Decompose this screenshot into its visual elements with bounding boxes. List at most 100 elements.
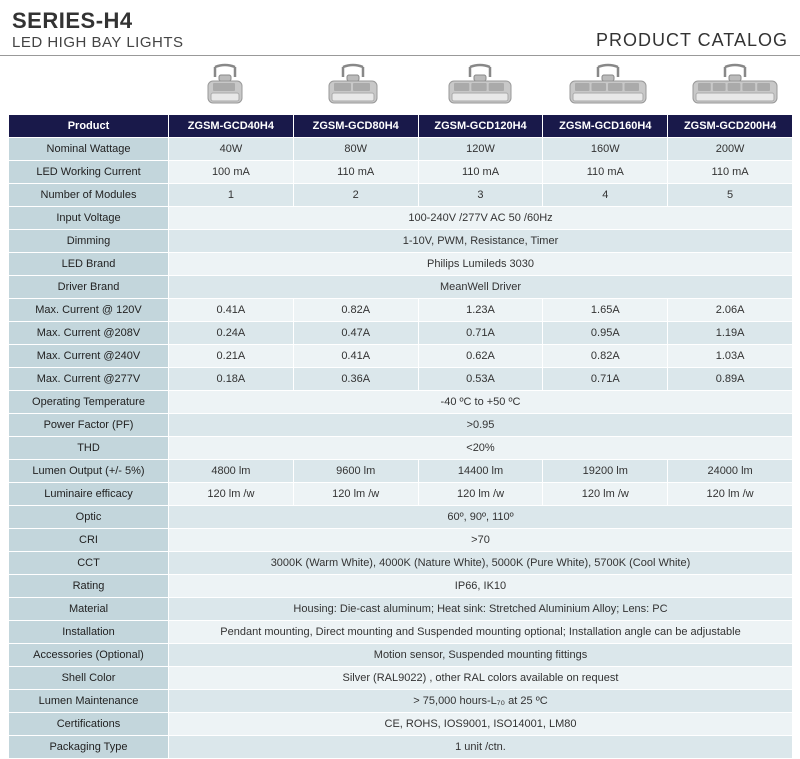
row-label: Optic <box>9 506 169 529</box>
product-image <box>425 62 535 110</box>
cell-value: 2 <box>293 184 418 207</box>
cell-value: 120 lm /w <box>543 483 668 506</box>
row-label: Packaging Type <box>9 736 169 759</box>
row-label: Dimming <box>9 230 169 253</box>
row-label: Max. Current @208V <box>9 322 169 345</box>
cell-value: 0.82A <box>293 299 418 322</box>
spec-table: ProductZGSM-GCD40H4ZGSM-GCD80H4ZGSM-GCD1… <box>8 114 793 759</box>
table-row: LED Working Current100 mA110 mA110 mA110… <box>9 161 793 184</box>
row-span-value: Silver (RAL9022) , other RAL colors avai… <box>169 667 793 690</box>
table-row: LED BrandPhilips Lumileds 3030 <box>9 253 793 276</box>
product-image <box>170 62 280 110</box>
row-label: LED Brand <box>9 253 169 276</box>
page-header: SERIES-H4 LED HIGH BAY LIGHTS PRODUCT CA… <box>0 0 800 56</box>
cell-value: 0.21A <box>169 345 294 368</box>
col-header-model: ZGSM-GCD80H4 <box>293 115 418 138</box>
row-label: Input Voltage <box>9 207 169 230</box>
table-row: Packaging Type1 unit /ctn. <box>9 736 793 759</box>
cell-value: 19200 lm <box>543 460 668 483</box>
cell-value: 0.41A <box>293 345 418 368</box>
product-image <box>553 62 663 110</box>
row-span-value: 60º, 90º, 110º <box>169 506 793 529</box>
table-row: Operating Temperature-40 ºC to +50 ºC <box>9 391 793 414</box>
cell-value: 120 lm /w <box>668 483 793 506</box>
cell-value: 110 mA <box>418 161 543 184</box>
table-row: Driver BrandMeanWell Driver <box>9 276 793 299</box>
cell-value: 1.65A <box>543 299 668 322</box>
col-header-model: ZGSM-GCD200H4 <box>668 115 793 138</box>
row-label: Material <box>9 598 169 621</box>
row-label: Max. Current @240V <box>9 345 169 368</box>
cell-value: 0.47A <box>293 322 418 345</box>
cell-value: 24000 lm <box>668 460 793 483</box>
cell-value: 0.18A <box>169 368 294 391</box>
row-label: Nominal Wattage <box>9 138 169 161</box>
cell-value: 0.36A <box>293 368 418 391</box>
table-row: Max. Current @277V0.18A0.36A0.53A0.71A0.… <box>9 368 793 391</box>
cell-value: 1 <box>169 184 294 207</box>
cell-value: 0.53A <box>418 368 543 391</box>
row-span-value: <20% <box>169 437 793 460</box>
row-label: Lumen Maintenance <box>9 690 169 713</box>
table-row: Input Voltage100-240V /277V AC 50 /60Hz <box>9 207 793 230</box>
cell-value: 1.03A <box>668 345 793 368</box>
table-row: Power Factor (PF)>0.95 <box>9 414 793 437</box>
row-span-value: >70 <box>169 529 793 552</box>
row-label: LED Working Current <box>9 161 169 184</box>
row-span-value: MeanWell Driver <box>169 276 793 299</box>
table-row: Shell ColorSilver (RAL9022) , other RAL … <box>9 667 793 690</box>
cell-value: 4800 lm <box>169 460 294 483</box>
cell-value: 1.23A <box>418 299 543 322</box>
row-span-value: 3000K (Warm White), 4000K (Nature White)… <box>169 552 793 575</box>
series-title: SERIES-H4 <box>12 8 184 34</box>
row-span-value: IP66, IK10 <box>169 575 793 598</box>
header-left: SERIES-H4 LED HIGH BAY LIGHTS <box>12 8 184 51</box>
row-label: Shell Color <box>9 667 169 690</box>
table-row: Lumen Maintenance> 75,000 hours-L₇₀ at 2… <box>9 690 793 713</box>
col-header-model: ZGSM-GCD120H4 <box>418 115 543 138</box>
row-span-value: Motion sensor, Suspended mounting fittin… <box>169 644 793 667</box>
table-row: MaterialHousing: Die-cast aluminum; Heat… <box>9 598 793 621</box>
row-label: Certifications <box>9 713 169 736</box>
row-span-value: -40 ºC to +50 ºC <box>169 391 793 414</box>
cell-value: 120W <box>418 138 543 161</box>
cell-value: 0.41A <box>169 299 294 322</box>
row-label: Driver Brand <box>9 276 169 299</box>
cell-value: 4 <box>543 184 668 207</box>
table-row: CCT3000K (Warm White), 4000K (Nature Whi… <box>9 552 793 575</box>
cell-value: 120 lm /w <box>169 483 294 506</box>
table-row: Max. Current @240V0.21A0.41A0.62A0.82A1.… <box>9 345 793 368</box>
table-row: CertificationsCE, ROHS, IOS9001, ISO1400… <box>9 713 793 736</box>
cell-value: 120 lm /w <box>293 483 418 506</box>
cell-value: 0.89A <box>668 368 793 391</box>
row-label: Number of Modules <box>9 184 169 207</box>
cell-value: 0.71A <box>418 322 543 345</box>
table-row: Max. Current @208V0.24A0.47A0.71A0.95A1.… <box>9 322 793 345</box>
row-label: Power Factor (PF) <box>9 414 169 437</box>
cell-value: 2.06A <box>668 299 793 322</box>
row-span-value: 100-240V /277V AC 50 /60Hz <box>169 207 793 230</box>
cell-value: 0.62A <box>418 345 543 368</box>
cell-value: 40W <box>169 138 294 161</box>
row-span-value: Housing: Die-cast aluminum; Heat sink: S… <box>169 598 793 621</box>
row-label: Operating Temperature <box>9 391 169 414</box>
col-header-model: ZGSM-GCD160H4 <box>543 115 668 138</box>
product-image <box>298 62 408 110</box>
cell-value: 1.19A <box>668 322 793 345</box>
row-label: Max. Current @ 120V <box>9 299 169 322</box>
cell-value: 0.24A <box>169 322 294 345</box>
row-span-value: 1-10V, PWM, Resistance, Timer <box>169 230 793 253</box>
series-subtitle: LED HIGH BAY LIGHTS <box>12 34 184 51</box>
col-header-model: ZGSM-GCD40H4 <box>169 115 294 138</box>
row-label: Installation <box>9 621 169 644</box>
row-span-value: >0.95 <box>169 414 793 437</box>
cell-value: 120 lm /w <box>418 483 543 506</box>
table-row: RatingIP66, IK10 <box>9 575 793 598</box>
row-label: THD <box>9 437 169 460</box>
row-label: Lumen Output (+/- 5%) <box>9 460 169 483</box>
row-label: CRI <box>9 529 169 552</box>
cell-value: 14400 lm <box>418 460 543 483</box>
table-row: Luminaire efficacy120 lm /w120 lm /w120 … <box>9 483 793 506</box>
table-row: Nominal Wattage40W80W120W160W200W <box>9 138 793 161</box>
cell-value: 110 mA <box>668 161 793 184</box>
